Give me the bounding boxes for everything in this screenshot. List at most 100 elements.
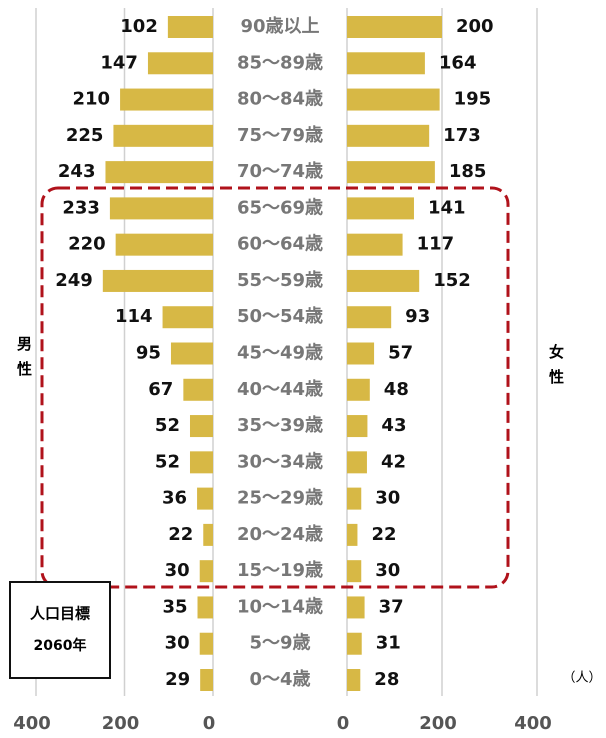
- category-label: 35〜39歳: [237, 415, 323, 436]
- value-label: 93: [405, 306, 430, 327]
- value-label: 22: [371, 524, 396, 545]
- bar: [120, 88, 213, 111]
- value-label: 102: [120, 16, 158, 37]
- value-label: 195: [454, 89, 492, 110]
- value-label: 57: [388, 343, 413, 364]
- x-tick-label: 0: [337, 713, 350, 734]
- x-tick-label: 400: [13, 713, 51, 734]
- bar: [189, 451, 213, 474]
- value-label: 249: [55, 270, 93, 291]
- x-tick-label: 200: [419, 713, 457, 734]
- category-label: 40〜44歳: [237, 379, 323, 400]
- bar: [115, 233, 213, 256]
- bar: [200, 669, 213, 691]
- x-tick-label: 400: [514, 713, 552, 734]
- annotation: 2060年: [34, 637, 87, 654]
- bar: [105, 161, 213, 184]
- value-label: 233: [62, 197, 100, 218]
- category-label: 80〜84歳: [237, 89, 323, 110]
- category-label: 0〜4歳: [249, 669, 310, 690]
- bar: [109, 197, 213, 220]
- value-label: 243: [58, 161, 96, 182]
- category-label: 55〜59歳: [237, 270, 323, 291]
- bar: [347, 342, 375, 365]
- value-label: 52: [155, 415, 180, 436]
- category-label: 30〜34歳: [237, 451, 323, 472]
- bar: [347, 88, 440, 111]
- bar: [189, 415, 213, 438]
- value-label: 43: [381, 415, 406, 436]
- category-label: 5〜9歳: [249, 633, 310, 654]
- category-label: 25〜29歳: [237, 488, 323, 509]
- value-label: 31: [376, 633, 401, 654]
- value-label: 200: [456, 16, 494, 37]
- bar: [347, 487, 362, 510]
- category-label: 85〜89歳: [237, 52, 323, 73]
- value-label: 67: [148, 379, 173, 400]
- bar: [347, 269, 420, 292]
- category-label: 45〜49歳: [237, 343, 323, 364]
- bar: [347, 16, 442, 38]
- bar: [347, 161, 435, 184]
- bar: [162, 306, 213, 329]
- value-label: 42: [381, 451, 406, 472]
- bar: [347, 560, 362, 583]
- value-label: 95: [136, 343, 161, 364]
- category-label: 50〜54歳: [237, 306, 323, 327]
- value-label: 141: [428, 197, 466, 218]
- x-tick-label: 0: [203, 713, 216, 734]
- value-label: 30: [375, 560, 400, 581]
- bar: [347, 451, 367, 474]
- category-label: 15〜19歳: [237, 560, 323, 581]
- bar: [347, 233, 403, 256]
- value-label: 28: [374, 669, 399, 690]
- category-label: 65〜69歳: [237, 197, 323, 218]
- unit-label: （人）: [562, 671, 601, 686]
- value-label: 220: [68, 234, 106, 255]
- value-label: 35: [162, 596, 187, 617]
- bar: [347, 197, 414, 220]
- value-label: 117: [417, 234, 455, 255]
- value-label: 30: [165, 633, 190, 654]
- value-label: 225: [66, 125, 104, 146]
- highlight-frame: [40, 186, 510, 589]
- bar: [203, 523, 213, 546]
- value-label: 147: [100, 52, 138, 73]
- bar: [197, 487, 213, 510]
- category-label: 70〜74歳: [237, 161, 323, 182]
- series-label: 男性: [15, 336, 33, 386]
- annotation: 人口目標: [30, 605, 90, 623]
- category-label: 75〜79歳: [237, 125, 323, 146]
- bar: [199, 560, 213, 583]
- value-label: 30: [165, 560, 190, 581]
- annotation-box: [9, 581, 111, 679]
- bar: [199, 632, 213, 655]
- category-label: 60〜64歳: [237, 234, 323, 255]
- category-label: 20〜24歳: [237, 524, 323, 545]
- value-label: 48: [384, 379, 409, 400]
- value-label: 30: [375, 488, 400, 509]
- bar: [347, 523, 358, 546]
- bar: [170, 342, 213, 365]
- value-label: 22: [168, 524, 193, 545]
- value-label: 185: [449, 161, 487, 182]
- category-label: 90歳以上: [240, 16, 319, 37]
- bar: [347, 669, 361, 691]
- value-label: 52: [155, 451, 180, 472]
- bar: [347, 415, 368, 438]
- value-label: 29: [165, 669, 190, 690]
- value-label: 173: [443, 125, 481, 146]
- bar: [167, 16, 213, 38]
- value-label: 37: [379, 596, 404, 617]
- bar: [197, 596, 213, 619]
- bar: [347, 596, 365, 619]
- value-label: 36: [162, 488, 187, 509]
- bar: [347, 632, 362, 655]
- bar: [147, 52, 213, 75]
- bar: [347, 52, 425, 75]
- bar: [113, 124, 213, 147]
- x-tick-label: 200: [102, 713, 140, 734]
- bar: [347, 378, 370, 401]
- bar: [347, 124, 430, 147]
